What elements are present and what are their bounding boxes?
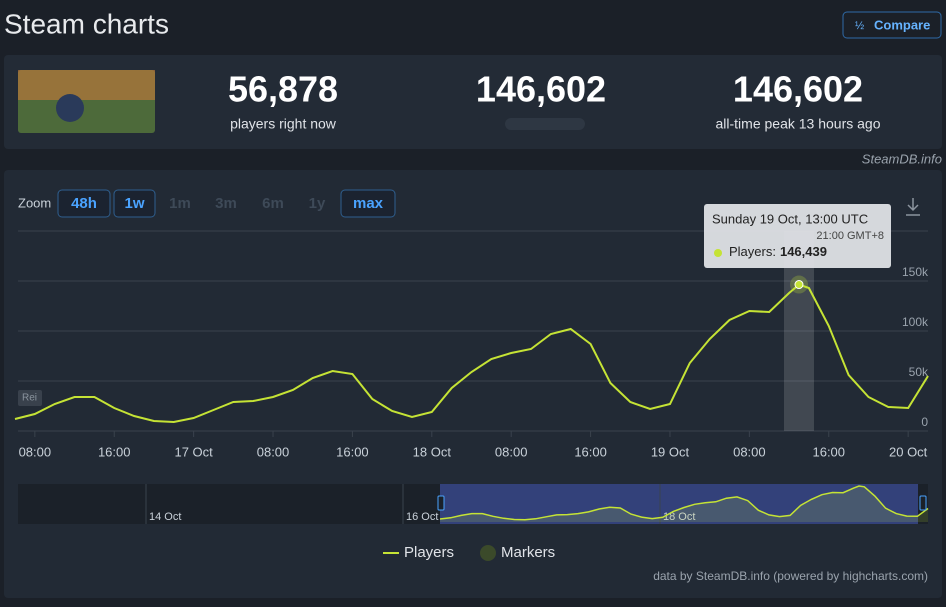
zoom-bar: Zoom 48h 1w 1m 3m 6m 1y max <box>18 189 396 218</box>
zoom-button-label[interactable]: 48h <box>71 195 97 212</box>
zoom-button-label[interactable]: 1w <box>124 195 144 212</box>
x-tick-label: 20 Oct <box>889 444 928 459</box>
tooltip-subtitle: 21:00 GMT+8 <box>816 230 884 242</box>
y-tick-label: 50k <box>909 365 929 379</box>
zoom-button-label[interactable]: 6m <box>262 195 284 212</box>
zoom-button-label[interactable]: 1m <box>169 195 191 212</box>
x-tick-label: 16:00 <box>336 444 369 459</box>
stat-value: 146,602 <box>733 69 863 110</box>
x-tick-label: 08:00 <box>733 444 766 459</box>
download-icon[interactable] <box>906 198 920 216</box>
series-line <box>14 283 929 424</box>
y-tick-label: 150k <box>902 265 929 279</box>
stats-panel <box>4 55 942 149</box>
tooltip <box>704 204 891 268</box>
navigator-label: 18 Oct <box>663 511 695 523</box>
page-title: Steam charts <box>4 8 169 39</box>
navigator-selection[interactable] <box>440 484 918 524</box>
download-glyph[interactable] <box>906 198 920 216</box>
stat-value: 56,878 <box>228 69 338 110</box>
source-label: SteamDB.info <box>862 151 942 166</box>
navigator-line <box>439 485 929 521</box>
compare-button[interactable] <box>842 11 942 39</box>
zoom-button-label[interactable]: 3m <box>215 195 237 212</box>
x-tick-label: 16:00 <box>574 444 607 459</box>
x-tick-label: 08:00 <box>257 444 290 459</box>
stat-label: players right now <box>230 116 337 132</box>
y-tick-label: 100k <box>902 315 929 329</box>
x-tick-label: 08:00 <box>495 444 528 459</box>
tooltip-value: 146,439 <box>780 244 827 259</box>
credit: data by SteamDB.info (powered by highcha… <box>653 569 928 583</box>
zoom-button[interactable] <box>113 189 156 218</box>
x-tick-label: 16:00 <box>98 444 131 459</box>
x-tick-label: 17 Oct <box>174 444 213 459</box>
hover-point <box>794 280 804 290</box>
compare-label[interactable]: Compare <box>874 17 930 32</box>
annotation-box <box>18 390 42 406</box>
zoom-label: Zoom <box>18 195 51 210</box>
tooltip-series: Players: <box>729 244 776 259</box>
tooltip-dot <box>714 249 722 257</box>
zoom-button[interactable] <box>57 189 111 218</box>
legend-label[interactable]: Players <box>404 544 454 561</box>
y-tick-label: 0 <box>921 415 928 429</box>
x-tick-label: 16:00 <box>812 444 845 459</box>
zoom-button[interactable] <box>340 189 396 218</box>
legend-label[interactable]: Markers <box>501 544 555 561</box>
plot: 0 50k 100k 150k 08:00 16:00 17 Oct 08:00 16:00 18… <box>14 204 929 583</box>
navigator-area <box>440 486 928 522</box>
annotation: Rei <box>22 393 37 404</box>
navigator-handle[interactable] <box>919 495 927 511</box>
stat-value: 146,602 <box>476 69 606 110</box>
compare-icon: ½ <box>855 20 864 32</box>
navigator-handle[interactable] <box>437 495 445 511</box>
blurred-label <box>505 118 585 130</box>
stat-label: all-time peak 13 hours ago <box>716 116 881 132</box>
legend-marker <box>480 545 496 561</box>
x-tick-label: 18 Oct <box>413 444 452 459</box>
zoom-button-label[interactable]: max <box>353 195 384 212</box>
tooltip-label: Players: 146,439 <box>729 244 827 259</box>
navigator-label: 14 Oct <box>149 511 181 523</box>
x-tick-label: 08:00 <box>19 444 52 459</box>
navigator-label: 16 Oct <box>406 511 438 523</box>
game-image-sky <box>18 70 155 100</box>
x-tick-label: 19 Oct <box>651 444 690 459</box>
game-image-figure <box>56 94 84 122</box>
tooltip-title: Sunday 19 Oct, 13:00 UTC <box>712 211 868 226</box>
zoom-button-label[interactable]: 1y <box>309 195 326 212</box>
